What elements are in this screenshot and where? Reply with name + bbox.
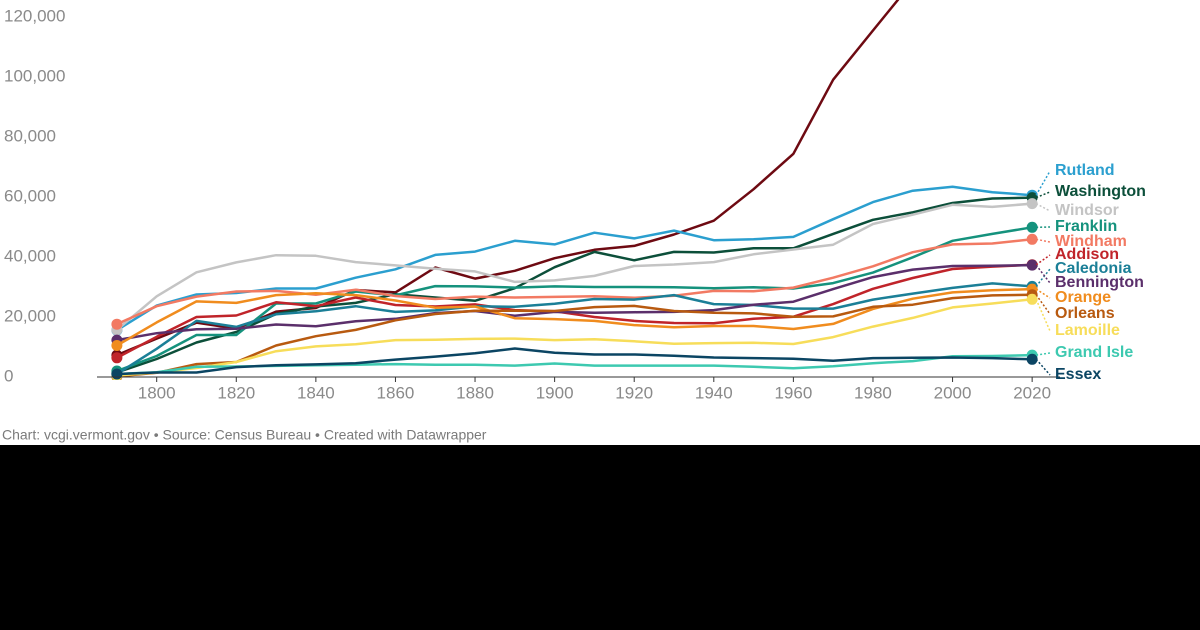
- y-tick-label: 100,000: [4, 66, 65, 85]
- y-tick-label: 80,000: [4, 126, 56, 145]
- series-line: [116, 263, 1033, 359]
- leader-line: [1035, 254, 1051, 266]
- end-dot: [1026, 259, 1038, 271]
- end-dot: [111, 318, 123, 330]
- series-line: [116, 282, 1033, 376]
- series-label: Rutland: [1055, 162, 1115, 179]
- x-tick-label: 1900: [536, 383, 574, 402]
- leader-line: [1035, 170, 1051, 196]
- x-tick-label: 1840: [297, 383, 335, 402]
- leader-line: [1036, 238, 1051, 243]
- end-dot: [1026, 233, 1038, 245]
- series-label: Lamoille: [1055, 322, 1120, 339]
- x-tick-label: 1980: [854, 383, 892, 402]
- series-line: [116, 0, 900, 357]
- y-tick-label: 120,000: [4, 6, 65, 25]
- end-dot: [1026, 353, 1038, 365]
- series-line: [116, 185, 1033, 332]
- series-line: [116, 196, 1033, 374]
- series-label: Franklin: [1055, 218, 1117, 235]
- x-tick-label: 1940: [695, 383, 733, 402]
- leader-line: [1035, 358, 1051, 376]
- y-tick-label: 60,000: [4, 186, 56, 205]
- end-dot: [111, 340, 123, 351]
- series-label: Addison: [1055, 246, 1119, 263]
- series-line: [116, 263, 1033, 342]
- leader-line: [1035, 264, 1051, 284]
- x-tick-label: 1960: [774, 383, 812, 402]
- x-tick-label: 1800: [138, 383, 176, 402]
- x-tick-label: 2020: [1013, 383, 1051, 402]
- series-label: Grand Isle: [1055, 344, 1133, 361]
- x-tick-label: 1860: [377, 383, 415, 402]
- series-line: [116, 226, 1033, 373]
- black-band: [0, 445, 1200, 630]
- y-tick-label: 20,000: [4, 306, 56, 325]
- x-tick-label: 1920: [615, 383, 653, 402]
- leader-line: [1035, 288, 1051, 299]
- end-dot: [1026, 221, 1038, 233]
- end-dot: [1026, 198, 1038, 210]
- end-dot: [1026, 293, 1038, 305]
- x-tick-label: 2000: [934, 383, 972, 402]
- leader-line: [1035, 202, 1051, 212]
- end-dot: [111, 352, 123, 364]
- leader-line: [1036, 352, 1051, 356]
- series-label: Bennington: [1055, 274, 1144, 291]
- series-label: Windham: [1055, 233, 1127, 250]
- end-dot: [111, 368, 123, 380]
- series-line: [116, 347, 1033, 376]
- series-line: [116, 298, 1033, 377]
- leader-line: [1035, 191, 1051, 199]
- x-tick-label: 1820: [217, 383, 255, 402]
- series-label: Caledonia: [1055, 260, 1132, 277]
- y-tick-label: 0: [4, 366, 13, 385]
- series-label: Essex: [1055, 366, 1101, 383]
- source-note: Chart: vcgi.vermont.gov • Source: Census…: [2, 427, 487, 443]
- series-line: [116, 238, 1033, 326]
- leader-line: [1035, 268, 1051, 287]
- x-tick-label: 1880: [456, 383, 494, 402]
- series-label: Orange: [1055, 289, 1111, 306]
- series-line: [116, 293, 1033, 378]
- series-line: [116, 202, 1033, 331]
- series-label: Orleans: [1055, 305, 1115, 322]
- y-tick-label: 40,000: [4, 246, 56, 265]
- series-label: Washington: [1055, 183, 1146, 200]
- leader-line: [1035, 298, 1051, 332]
- series-label: Windsor: [1055, 202, 1119, 219]
